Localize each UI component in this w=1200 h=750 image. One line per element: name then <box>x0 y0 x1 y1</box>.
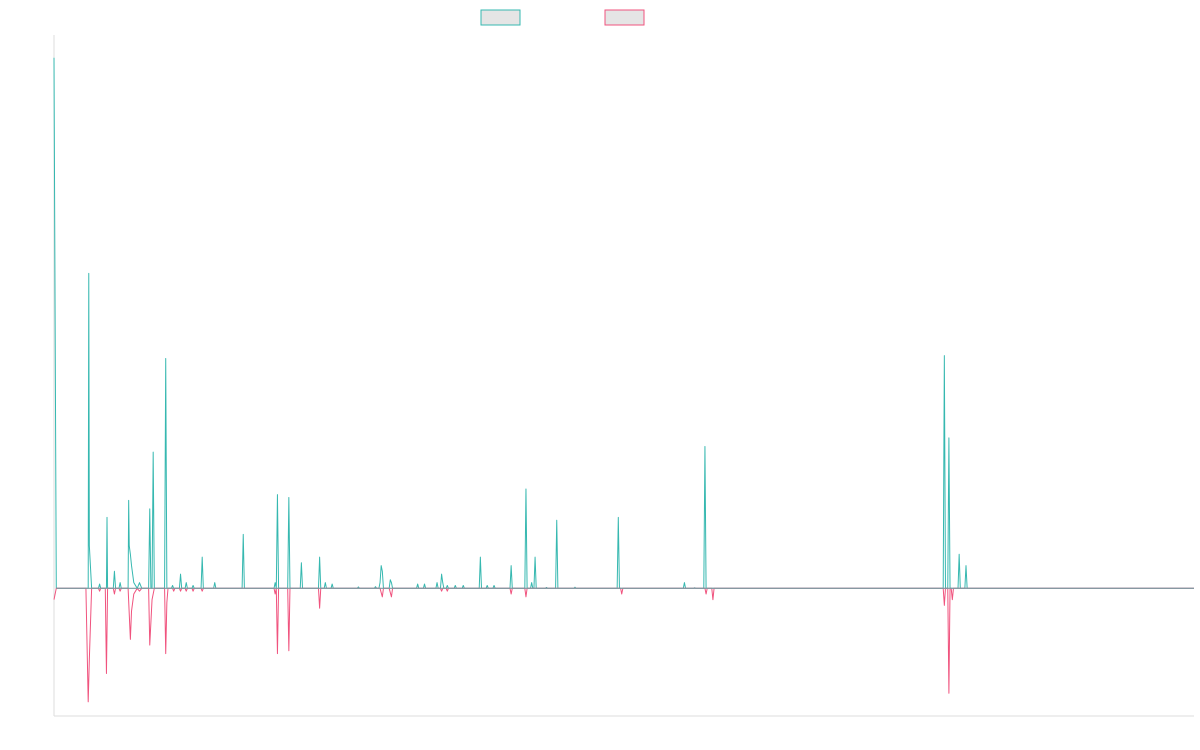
axes <box>53 35 1194 717</box>
legend-swatch-positive <box>480 9 521 26</box>
series-line-negative <box>53 587 1194 703</box>
series-line-positive <box>53 57 1194 589</box>
legend <box>480 9 645 26</box>
plot-area <box>53 57 1194 703</box>
legend-swatch-negative <box>604 9 645 26</box>
